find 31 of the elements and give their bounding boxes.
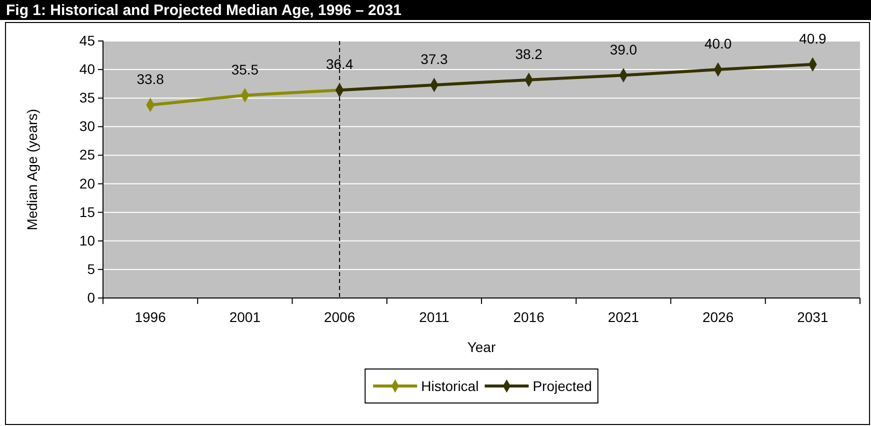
data-label: 39.0 [610,41,638,58]
y-axis-title: Median Age (years) [24,108,40,230]
x-tick-label: 2016 [513,308,545,325]
legend-label: Historical [421,378,479,394]
data-label: 36.4 [326,56,354,72]
data-label: 37.3 [420,50,448,67]
y-tick-label: 40 [79,61,96,78]
y-tick-label: 10 [79,232,96,248]
y-tick-label: 20 [79,175,96,192]
x-axis-title: Year [467,339,496,355]
y-tick-label: 30 [79,118,96,134]
y-tick-label: 5 [87,260,96,277]
y-tick-label: 0 [87,289,96,306]
x-tick-label: 2006 [324,308,356,325]
data-label: 35.5 [231,61,259,78]
data-label: 40.9 [799,30,827,46]
data-label: 38.2 [515,46,543,62]
x-tick-label: 2021 [608,308,640,325]
x-tick-label: 2026 [702,308,734,325]
y-tick-label: 25 [79,146,96,163]
chart-title: Fig 1: Historical and Projected Median Age, 1996 – 2031 [6,2,402,19]
y-tick-label: 15 [79,204,96,220]
x-tick-label: 2031 [797,308,828,325]
x-tick-label: 2011 [419,308,450,325]
legend-label: Projected [532,378,592,394]
x-tick-label: 2001 [229,308,261,325]
y-tick-label: 35 [79,90,96,106]
data-label: 40.0 [704,36,732,52]
data-label: 33.8 [136,70,164,87]
y-tick-label: 45 [79,32,96,48]
x-tick-label: 1996 [134,308,166,325]
